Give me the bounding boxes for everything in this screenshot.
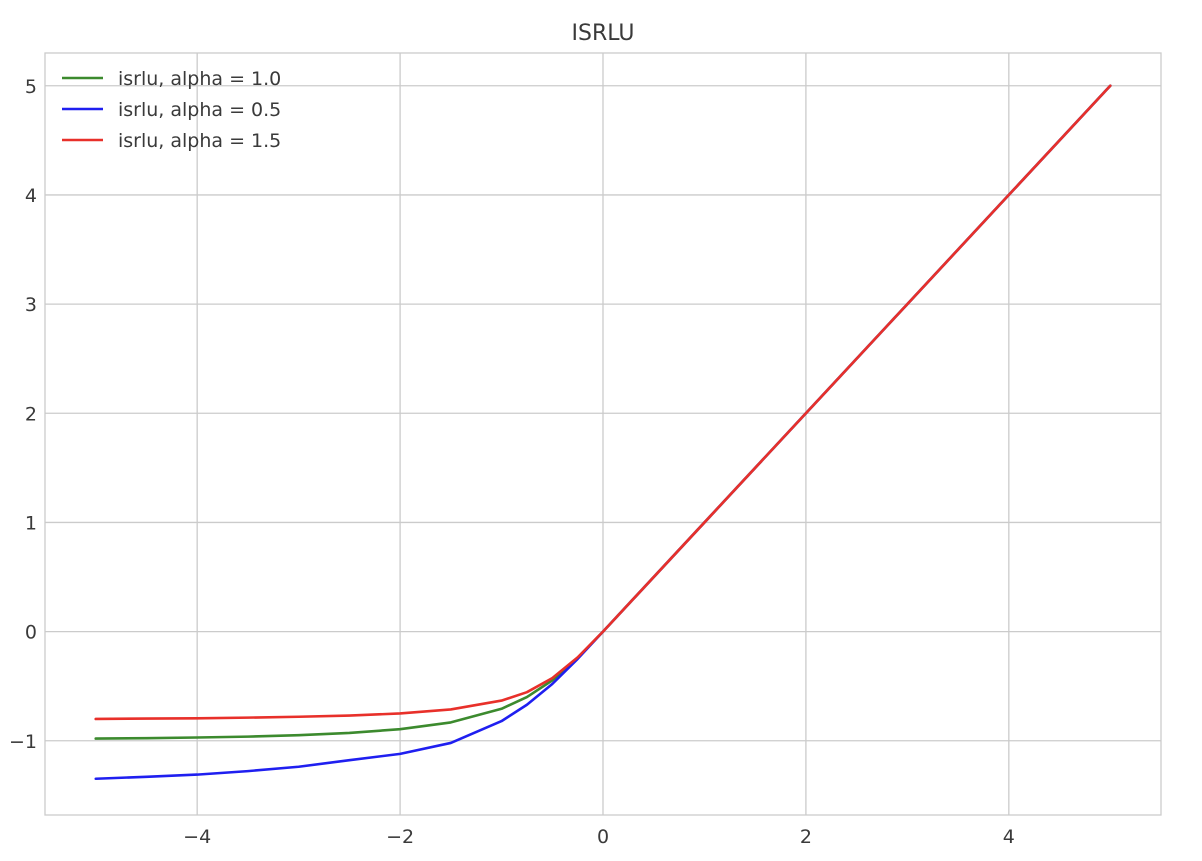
y-tick-labels: −1 0 1 2 3 4 5 — [9, 76, 37, 753]
legend-label: isrlu, alpha = 1.0 — [118, 68, 281, 90]
y-tick-label: −1 — [9, 731, 37, 753]
plot-frame — [44, 52, 1162, 816]
legend-label: isrlu, alpha = 1.5 — [118, 130, 281, 152]
y-tick-label: 0 — [25, 622, 37, 644]
grid — [45, 53, 1161, 815]
series-line-2 — [94, 84, 1112, 721]
x-tick-label: −4 — [183, 826, 211, 848]
y-tick-label: 1 — [25, 512, 37, 534]
x-tick-label: −2 — [386, 826, 414, 848]
x-tick-label: 0 — [597, 826, 609, 848]
series-layer — [94, 84, 1112, 781]
y-tick-label: 5 — [25, 76, 37, 98]
y-tick-label: 4 — [25, 185, 37, 207]
legend-label: isrlu, alpha = 0.5 — [118, 99, 281, 121]
x-tick-labels: −4 −2 0 2 4 — [183, 826, 1015, 848]
y-tick-label: 2 — [25, 403, 37, 425]
legend-item-1: isrlu, alpha = 0.5 — [62, 99, 281, 121]
chart-title: ISRLU — [571, 21, 634, 46]
legend-item-0: isrlu, alpha = 1.0 — [62, 68, 281, 90]
x-tick-label: 4 — [1003, 826, 1015, 848]
legend-item-2: isrlu, alpha = 1.5 — [62, 130, 281, 152]
legend: isrlu, alpha = 1.0 isrlu, alpha = 0.5 isrl… — [62, 68, 281, 152]
y-tick-label: 3 — [25, 294, 37, 316]
x-tick-label: 2 — [800, 826, 812, 848]
